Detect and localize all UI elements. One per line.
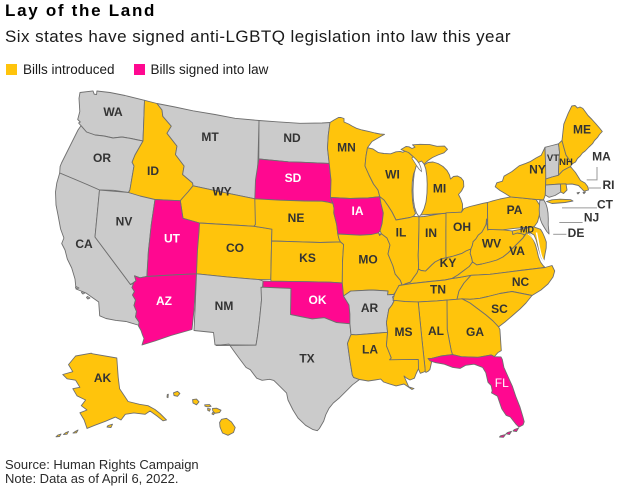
svg-text:MN: MN xyxy=(337,141,356,155)
svg-text:SD: SD xyxy=(285,171,302,185)
svg-text:KS: KS xyxy=(299,251,316,265)
svg-text:NH: NH xyxy=(559,157,573,168)
svg-text:OH: OH xyxy=(453,220,471,234)
svg-text:OR: OR xyxy=(93,151,111,165)
svg-text:MO: MO xyxy=(358,253,377,267)
svg-text:IA: IA xyxy=(352,204,364,218)
svg-text:SC: SC xyxy=(491,302,508,316)
svg-text:MA: MA xyxy=(592,150,611,164)
svg-text:FL: FL xyxy=(495,376,509,390)
svg-text:MI: MI xyxy=(433,182,446,196)
svg-text:PA: PA xyxy=(507,203,523,217)
svg-text:MT: MT xyxy=(201,130,219,144)
svg-text:AL: AL xyxy=(428,324,444,338)
svg-text:KY: KY xyxy=(440,256,457,270)
svg-text:WV: WV xyxy=(482,237,501,251)
svg-text:WI: WI xyxy=(385,168,400,182)
svg-text:AR: AR xyxy=(361,301,379,315)
svg-text:NY: NY xyxy=(529,163,546,177)
svg-text:MS: MS xyxy=(395,325,413,339)
svg-text:MD: MD xyxy=(520,224,534,234)
svg-text:OK: OK xyxy=(309,293,327,307)
svg-text:DE: DE xyxy=(568,226,585,240)
svg-text:CT: CT xyxy=(597,197,614,211)
svg-text:GA: GA xyxy=(466,325,484,339)
svg-text:ND: ND xyxy=(283,131,301,145)
svg-text:AK: AK xyxy=(94,371,112,385)
svg-text:NE: NE xyxy=(288,211,305,225)
svg-text:VA: VA xyxy=(509,244,525,258)
svg-text:TX: TX xyxy=(299,352,314,366)
svg-text:UT: UT xyxy=(164,232,181,246)
svg-text:LA: LA xyxy=(362,343,378,357)
svg-text:CA: CA xyxy=(75,237,93,251)
svg-text:RI: RI xyxy=(603,178,615,192)
svg-text:IN: IN xyxy=(425,226,437,240)
svg-text:ID: ID xyxy=(147,164,159,178)
svg-text:NJ: NJ xyxy=(584,211,599,225)
svg-text:TN: TN xyxy=(430,283,446,297)
svg-text:WA: WA xyxy=(103,105,123,119)
svg-text:NC: NC xyxy=(512,275,530,289)
svg-text:WY: WY xyxy=(212,185,231,199)
svg-text:AZ: AZ xyxy=(156,294,172,308)
svg-text:IL: IL xyxy=(396,226,407,240)
svg-text:NV: NV xyxy=(116,215,133,229)
svg-text:NM: NM xyxy=(215,299,234,313)
svg-text:CO: CO xyxy=(226,241,244,255)
svg-text:VT: VT xyxy=(547,153,559,164)
svg-text:ME: ME xyxy=(573,123,591,137)
